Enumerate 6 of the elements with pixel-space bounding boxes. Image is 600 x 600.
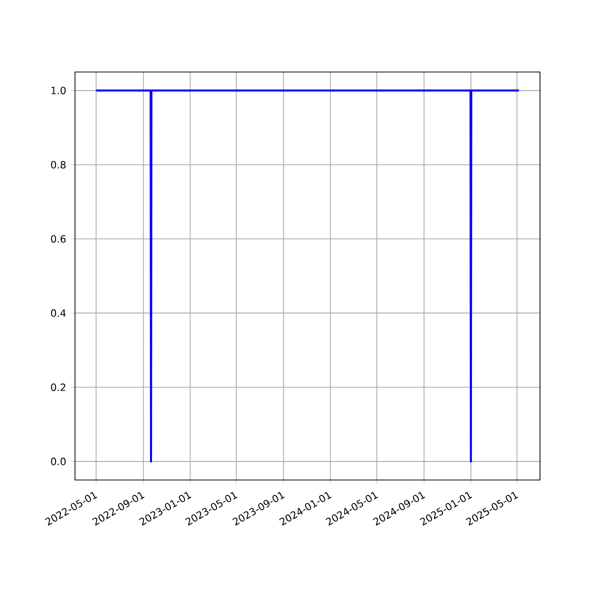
y-tick-label: 0.2	[51, 383, 66, 392]
y-tick-label: 1.0	[52, 86, 66, 94]
y-tick-label: 0.8	[51, 160, 66, 169]
y-tick-label: 0.6	[51, 235, 66, 243]
y-tick-label: 0.4	[51, 309, 66, 317]
y-tick-label: 0.0	[51, 458, 66, 466]
